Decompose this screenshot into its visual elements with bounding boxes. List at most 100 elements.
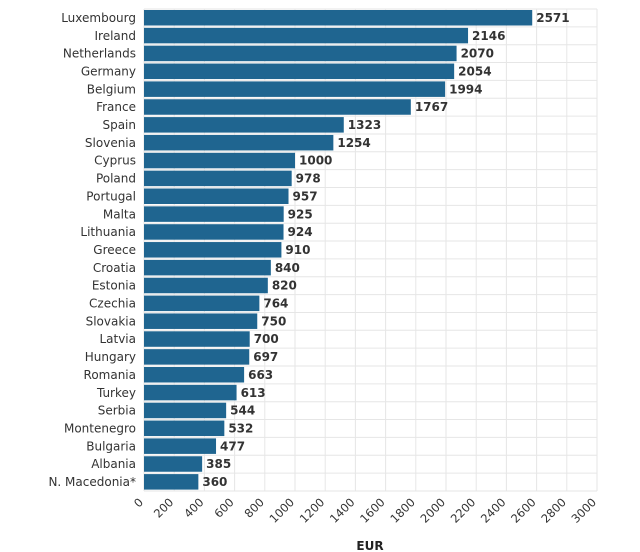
bar [144, 349, 250, 365]
data-label: 925 [288, 207, 313, 221]
category-label: Slovenia [85, 136, 136, 150]
category-label: Hungary [85, 350, 136, 364]
category-label: Spain [102, 118, 136, 132]
x-tick-label: 3000 [569, 495, 600, 526]
category-label: Romania [84, 368, 136, 382]
data-label: 957 [293, 189, 318, 203]
data-label: 532 [228, 421, 253, 435]
x-tick-label: 2000 [418, 495, 449, 526]
bar [144, 259, 271, 276]
bar [144, 277, 268, 294]
data-label: 385 [206, 457, 231, 471]
data-label: 764 [263, 297, 288, 311]
category-label: Ireland [94, 29, 136, 43]
category-label: Malta [103, 207, 136, 221]
data-label: 820 [272, 279, 297, 293]
bar [144, 402, 227, 419]
data-label: 2070 [461, 47, 494, 61]
x-tick-label: 200 [151, 495, 176, 520]
x-tick-label: 2600 [508, 495, 539, 526]
category-label: Luxembourg [61, 11, 136, 25]
category-label: Lithuania [80, 225, 136, 239]
bar [144, 45, 457, 62]
data-label: 1254 [337, 136, 370, 150]
data-label: 663 [248, 368, 273, 382]
category-label: Turkey [96, 386, 136, 400]
bar [144, 99, 411, 115]
bar [144, 295, 260, 312]
bar [144, 438, 217, 454]
bar [144, 367, 245, 383]
data-label: 1767 [415, 100, 448, 114]
category-label: Albania [91, 457, 136, 471]
data-label: 840 [275, 261, 300, 275]
bar [144, 27, 469, 44]
x-tick-label: 600 [211, 495, 236, 520]
bar [144, 10, 533, 26]
x-tick-label: 2800 [538, 495, 569, 526]
category-label: France [96, 100, 136, 114]
bar [144, 152, 295, 169]
category-label: Belgium [87, 82, 136, 96]
category-label: Montenegro [64, 421, 136, 435]
data-label: 924 [288, 225, 313, 239]
x-tick-labels: 0 200 400 600 800 1000 1200 1400 1600 1800 2000 220… [131, 495, 599, 526]
data-label: 544 [230, 404, 255, 418]
data-label: 613 [241, 386, 266, 400]
category-label: Croatia [93, 261, 136, 275]
bar [144, 456, 203, 472]
gridlines [143, 8, 598, 492]
category-label: Portugal [86, 189, 136, 203]
category-label: N. Macedonia* [48, 475, 136, 489]
bar [144, 206, 284, 222]
bar [144, 188, 289, 204]
data-label: 1000 [299, 154, 332, 168]
bar [144, 63, 455, 80]
x-tick-label: 1000 [267, 495, 298, 526]
data-label: 700 [254, 332, 279, 346]
category-label: Bulgaria [86, 439, 136, 453]
data-label: 750 [261, 314, 286, 328]
category-label: Latvia [99, 332, 136, 346]
x-tick-label: 400 [181, 495, 206, 520]
data-label: 2054 [458, 64, 491, 78]
bar [144, 242, 282, 258]
bar [144, 420, 225, 437]
bar [144, 117, 344, 133]
data-label: 360 [202, 475, 227, 489]
x-tick-label: 800 [241, 495, 266, 520]
x-tick-label: 1800 [387, 495, 418, 526]
category-label: Greece [93, 243, 136, 257]
x-tick-label: 1200 [297, 495, 328, 526]
category-label: Poland [96, 172, 136, 186]
data-label: 697 [253, 350, 278, 364]
category-label: Germany [81, 64, 136, 78]
category-label: Netherlands [63, 47, 136, 61]
data-label: 1323 [348, 118, 381, 132]
category-label: Czechia [89, 297, 136, 311]
bar [144, 384, 237, 401]
data-label: 1994 [449, 82, 482, 96]
bar [144, 134, 334, 151]
bars [144, 10, 533, 490]
x-axis-title: EUR [356, 539, 383, 552]
category-label: Estonia [92, 279, 136, 293]
bar [144, 224, 284, 240]
bar [144, 170, 292, 187]
bar [144, 474, 199, 490]
category-label: Slovakia [86, 314, 136, 328]
data-label: 910 [285, 243, 310, 257]
category-labels: Luxembourg Ireland Netherlands Germany Belgi… [48, 11, 136, 489]
bar [144, 331, 250, 347]
bar [144, 313, 258, 329]
x-tick-label: 2400 [478, 495, 509, 526]
x-tick-label: 1600 [357, 495, 388, 526]
category-label: Serbia [98, 404, 136, 418]
data-label: 477 [220, 439, 245, 453]
data-label: 2571 [536, 11, 569, 25]
x-tick-label: 1400 [327, 495, 358, 526]
data-label: 978 [296, 172, 321, 186]
bar [144, 81, 446, 97]
